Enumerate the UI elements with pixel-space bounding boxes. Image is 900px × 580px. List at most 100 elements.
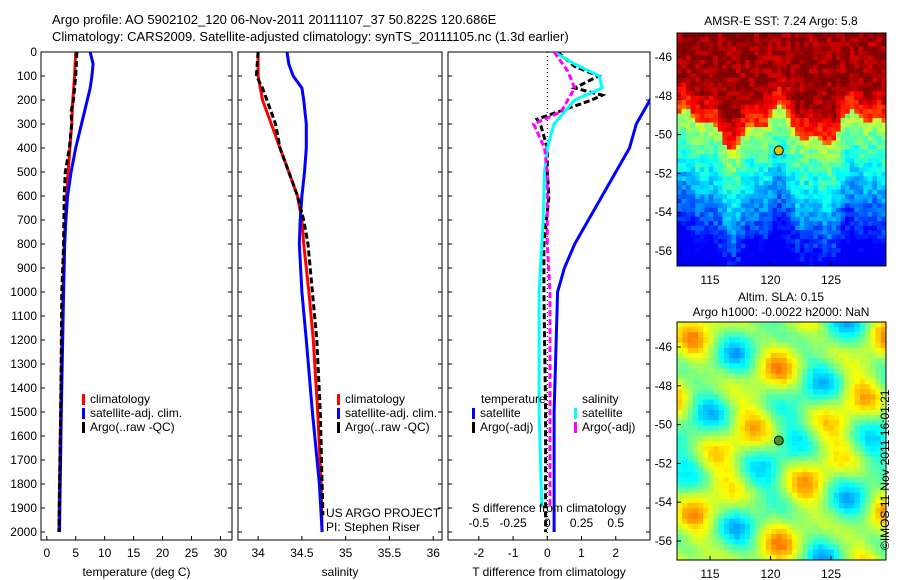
map-cell [781, 430, 788, 437]
map-cell [736, 113, 742, 119]
map-cell [817, 194, 823, 200]
map-cell [844, 353, 850, 359]
map-cell [807, 534, 814, 540]
map-cell [717, 64, 723, 70]
map-cell [828, 389, 835, 395]
map-cell [765, 353, 772, 359]
map-cell [692, 446, 699, 452]
map-cell [799, 261, 805, 267]
map-cell [799, 257, 805, 262]
map-cell [727, 100, 732, 106]
map-cell [690, 207, 696, 213]
map-cell [880, 420, 887, 426]
map-cell [822, 230, 828, 236]
map-cell [745, 180, 751, 186]
map-cell [858, 136, 864, 142]
map-cell [767, 113, 773, 119]
map-cell [744, 503, 751, 509]
map-cell [776, 327, 782, 333]
y-tick-label: -56 [655, 534, 673, 548]
map-cell [681, 33, 687, 38]
map-cell [734, 415, 741, 421]
map-cell [681, 64, 687, 70]
map-cell [690, 127, 696, 133]
map-cell [734, 503, 741, 509]
map-cell [854, 378, 861, 385]
y-tick-label: 500 [17, 165, 37, 179]
map-cell [765, 508, 772, 514]
map-cell [792, 404, 798, 411]
map-cell [867, 257, 873, 262]
map-cell [859, 487, 866, 494]
map-cell [854, 59, 860, 65]
map-cell [739, 461, 746, 468]
map-cell [802, 487, 809, 494]
temperature-panel: 0100200300400500600700800900100011001200… [10, 45, 233, 579]
map-cell [767, 145, 773, 150]
map-cell [767, 221, 773, 227]
map-cell [765, 497, 772, 504]
map-cell [797, 441, 803, 447]
map-cell [772, 189, 778, 195]
map-cell [713, 167, 719, 173]
map-cell [817, 248, 823, 254]
map-cell [817, 46, 823, 52]
map-cell [704, 252, 710, 258]
map-cell [686, 77, 692, 83]
map-cell [703, 373, 709, 380]
map-cell [836, 203, 841, 209]
map-cell [767, 171, 773, 177]
map-cell [797, 466, 803, 473]
map-cell [704, 257, 710, 262]
map-cell [713, 122, 719, 128]
map-cell [786, 216, 791, 222]
map-cell [695, 109, 701, 115]
map-cell [808, 207, 814, 213]
map-cell [682, 435, 688, 442]
map-cell [854, 435, 861, 442]
map-cell [836, 230, 841, 236]
map-cell [858, 248, 864, 254]
map-cell [870, 523, 876, 530]
map-cell [867, 95, 873, 101]
map-cell [881, 122, 887, 128]
map-cell [695, 33, 701, 38]
map-cell [833, 322, 840, 328]
map-cell [754, 104, 760, 110]
map-cell [745, 230, 751, 236]
map-cell [727, 248, 732, 254]
map-cell [681, 171, 687, 177]
map-cell [731, 225, 737, 231]
map-cell [823, 554, 829, 561]
map-cell [818, 523, 824, 530]
map-cell [686, 234, 692, 240]
map-cell [792, 384, 798, 390]
map-cell [739, 497, 746, 504]
map-cell [755, 544, 762, 551]
map-cell [744, 410, 751, 416]
map-cell [786, 198, 791, 204]
map-cell [859, 342, 866, 349]
map-cell [697, 503, 704, 509]
map-cell [760, 410, 767, 416]
map-cell [865, 322, 871, 328]
map-cell [736, 104, 742, 110]
map-cell [790, 46, 796, 52]
map-cell [760, 508, 767, 514]
map-cell [881, 33, 887, 38]
map-cell [729, 513, 735, 520]
map-cell [795, 140, 801, 146]
map-cell [867, 194, 873, 200]
map-cell [795, 82, 801, 88]
map-cell [740, 203, 746, 209]
map-cell [744, 363, 751, 370]
map-cell [771, 523, 777, 530]
map-cell [699, 37, 705, 43]
map-cell [881, 145, 887, 150]
map-cell [758, 225, 764, 231]
map-cell [792, 554, 798, 561]
map-cell [786, 180, 791, 186]
map-cell [692, 477, 699, 483]
map-cell [867, 212, 873, 218]
map-cell [708, 523, 715, 530]
